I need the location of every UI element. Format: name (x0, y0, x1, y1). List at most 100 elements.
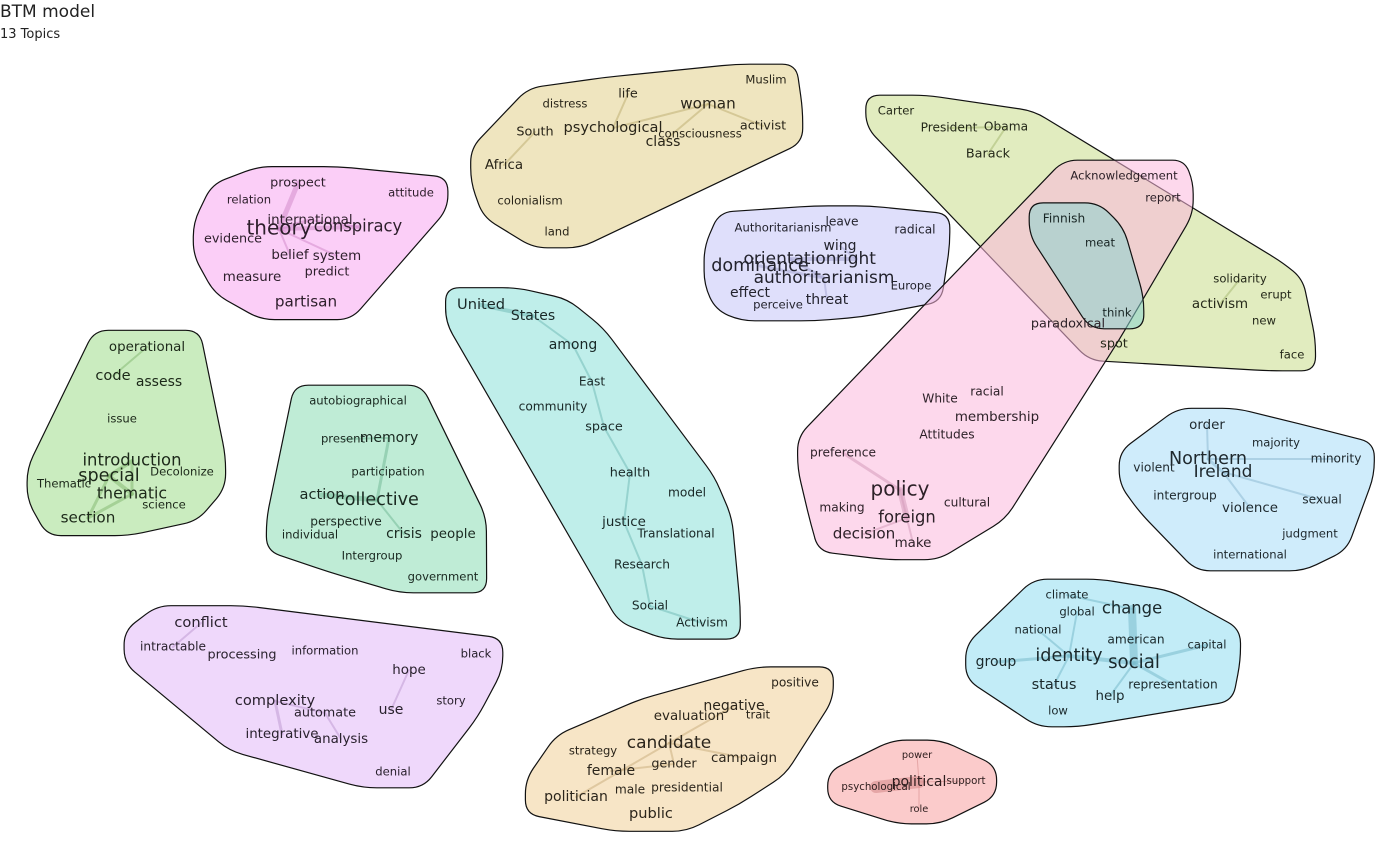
topic-word: global (1059, 605, 1094, 619)
topic-word: paradoxical (1031, 317, 1105, 332)
topic-word: group (976, 654, 1017, 670)
topic-word: judgment (1281, 527, 1338, 541)
topic-word: Thematic (36, 477, 91, 491)
topic-word: meat (1085, 236, 1116, 250)
topic-word: States (511, 308, 555, 324)
topic-word: right (836, 249, 876, 269)
topic-edge (375, 436, 391, 502)
topic-word: psychological (563, 119, 662, 136)
topic-word: introduction (83, 451, 182, 470)
topic-word: positive (771, 676, 819, 690)
topic-edge (987, 126, 1007, 155)
topic-word: crisis (386, 526, 422, 542)
topic-word: operational (109, 340, 185, 355)
topic-edge (572, 344, 593, 383)
topic-word: female (587, 763, 635, 779)
topic-word: distress (543, 97, 588, 111)
topic-word: status (1032, 676, 1077, 693)
topic-word: role (910, 804, 929, 815)
topic-word: intractable (140, 640, 206, 654)
chart-subtitle: 13 Topics (0, 27, 61, 42)
topic-word: section (61, 509, 116, 527)
topic-word: Muslim (745, 73, 786, 87)
topic-edge (342, 437, 390, 440)
topic-word: solidarity (1213, 272, 1267, 286)
topic-edge (1222, 471, 1323, 501)
topic-edge (1206, 424, 1209, 460)
topic-word: low (1048, 704, 1068, 718)
topic-edge (1206, 457, 1225, 474)
topic-word: candidate (627, 733, 711, 753)
topic-edge (612, 103, 709, 129)
topic-word: change (1102, 599, 1162, 618)
topic-word: report (1145, 191, 1181, 205)
topic-word: autobiographical (309, 394, 407, 408)
topic-word: relation (227, 193, 271, 207)
topic-word: Acknowledgement (1070, 169, 1178, 183)
topic-word: campaign (711, 751, 777, 766)
topic-edge (707, 103, 764, 127)
topic-word: violent (1133, 461, 1175, 475)
topic-word: White (922, 392, 957, 406)
topic-word: memory (360, 430, 419, 446)
topic-word: political (892, 774, 947, 790)
topic-hull-t_candidate (524, 666, 834, 832)
topic-word: authoritarianism (754, 268, 895, 288)
topic-edge (668, 705, 735, 744)
topic-word: prospect (270, 176, 326, 191)
topic-word: government (408, 570, 479, 584)
topic-word: Social (632, 599, 668, 613)
topic-word: Northern (1169, 449, 1247, 469)
topic-word: intergroup (1153, 489, 1217, 503)
topic-hull-t_finnish (1028, 202, 1145, 330)
topic-word: public (629, 805, 673, 822)
topic-word: erupt (1260, 288, 1292, 302)
topic-word: issue (107, 412, 137, 426)
topic-word: attitude (388, 186, 434, 200)
topic-edge (274, 700, 326, 714)
topic-word: East (579, 375, 606, 389)
topic-edge (823, 277, 828, 301)
topic-word: minority (1311, 452, 1362, 466)
topic-word: complexity (235, 692, 316, 709)
topic-edge (668, 742, 675, 765)
topic-edge (1067, 654, 1136, 665)
topic-edge (276, 180, 301, 232)
topic-edge (758, 264, 826, 280)
topic-edge (863, 517, 908, 535)
topic-word: international (267, 213, 352, 228)
topic-edge (641, 564, 651, 607)
topic-word: Activism (676, 616, 728, 630)
topic-word: collective (335, 490, 419, 510)
topic-word: predict (305, 265, 350, 280)
topic-hull-t_conflict (123, 605, 504, 789)
topic-edge (994, 654, 1071, 664)
topic-edge (841, 451, 902, 492)
topic-word: identity (1035, 646, 1102, 666)
topic-word: Obama (984, 120, 1028, 134)
topic-edge (612, 93, 629, 129)
topic-hull-t_africa (470, 63, 804, 249)
topic-edge (1132, 661, 1175, 687)
topic-word: think (1102, 306, 1131, 320)
topic-edge (1053, 655, 1070, 686)
topic-word: evidence (204, 232, 262, 247)
topic-edge (503, 131, 536, 166)
topic-edge (918, 780, 967, 783)
topic-word: racial (970, 385, 1003, 399)
topic-word: face (1280, 348, 1305, 362)
topic-word: automate (294, 706, 356, 721)
topic-edge (623, 521, 643, 566)
topic-edge (603, 426, 631, 474)
topic-word: colonialism (497, 194, 562, 208)
topic-edge (273, 699, 284, 736)
topic-word: Africa (485, 158, 523, 173)
topic-edge (1109, 662, 1135, 697)
topic-edge (916, 754, 920, 783)
topic-word: President (921, 121, 978, 135)
topic-word: theory (246, 216, 311, 240)
topic-word: land (544, 225, 569, 239)
topic-word: activism (1192, 297, 1248, 312)
topic-word: thematic (97, 484, 167, 503)
topic-word: help (1096, 689, 1125, 704)
